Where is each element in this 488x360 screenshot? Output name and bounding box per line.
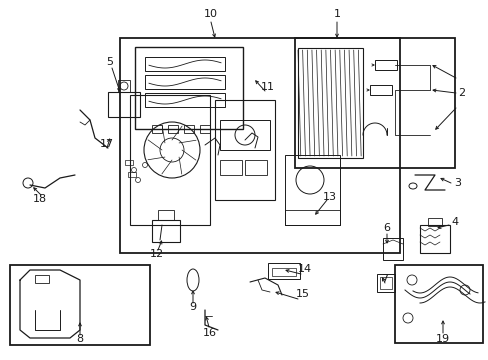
Bar <box>382 238 402 260</box>
Text: 6: 6 <box>383 223 390 233</box>
Bar <box>145 57 224 71</box>
Text: 7: 7 <box>381 274 388 284</box>
Bar <box>427 218 441 226</box>
Bar <box>120 38 399 253</box>
Text: 17: 17 <box>100 139 114 149</box>
Bar <box>35 275 49 283</box>
Bar <box>108 92 140 117</box>
Bar <box>152 125 162 133</box>
Bar <box>374 60 396 70</box>
Bar <box>220 160 242 175</box>
Text: 12: 12 <box>150 249 164 259</box>
Bar <box>183 125 194 133</box>
Text: 13: 13 <box>323 192 336 202</box>
Text: 10: 10 <box>203 9 218 19</box>
Bar <box>379 277 391 289</box>
Bar <box>130 95 209 225</box>
Text: 3: 3 <box>453 178 461 188</box>
Bar <box>294 38 454 168</box>
Text: 19: 19 <box>435 334 449 344</box>
Text: 11: 11 <box>261 82 274 92</box>
Bar <box>145 93 224 107</box>
Bar <box>128 172 136 177</box>
Bar <box>394 265 482 343</box>
Bar <box>220 120 269 150</box>
Bar <box>297 48 362 158</box>
Bar <box>285 155 339 225</box>
Bar <box>419 225 449 253</box>
Text: 8: 8 <box>76 334 83 344</box>
Bar <box>145 75 224 89</box>
Text: 9: 9 <box>189 302 196 312</box>
Text: 18: 18 <box>33 194 47 204</box>
Text: 4: 4 <box>450 217 458 227</box>
Text: 2: 2 <box>458 88 465 98</box>
Bar <box>376 274 394 292</box>
Bar <box>135 47 243 129</box>
Text: 1: 1 <box>333 9 340 19</box>
Bar <box>215 100 274 200</box>
Text: 15: 15 <box>295 289 309 299</box>
Text: 14: 14 <box>297 264 311 274</box>
Bar <box>369 85 391 95</box>
Text: 16: 16 <box>203 328 217 338</box>
Bar <box>285 210 339 225</box>
Bar <box>125 160 133 165</box>
Bar <box>200 125 209 133</box>
Text: 5: 5 <box>106 57 113 67</box>
Bar <box>271 268 295 276</box>
Bar <box>267 263 299 279</box>
Bar <box>244 160 266 175</box>
Bar <box>168 125 178 133</box>
Bar <box>152 220 180 242</box>
Bar <box>10 265 150 345</box>
Bar <box>118 80 130 92</box>
Bar <box>158 210 174 220</box>
